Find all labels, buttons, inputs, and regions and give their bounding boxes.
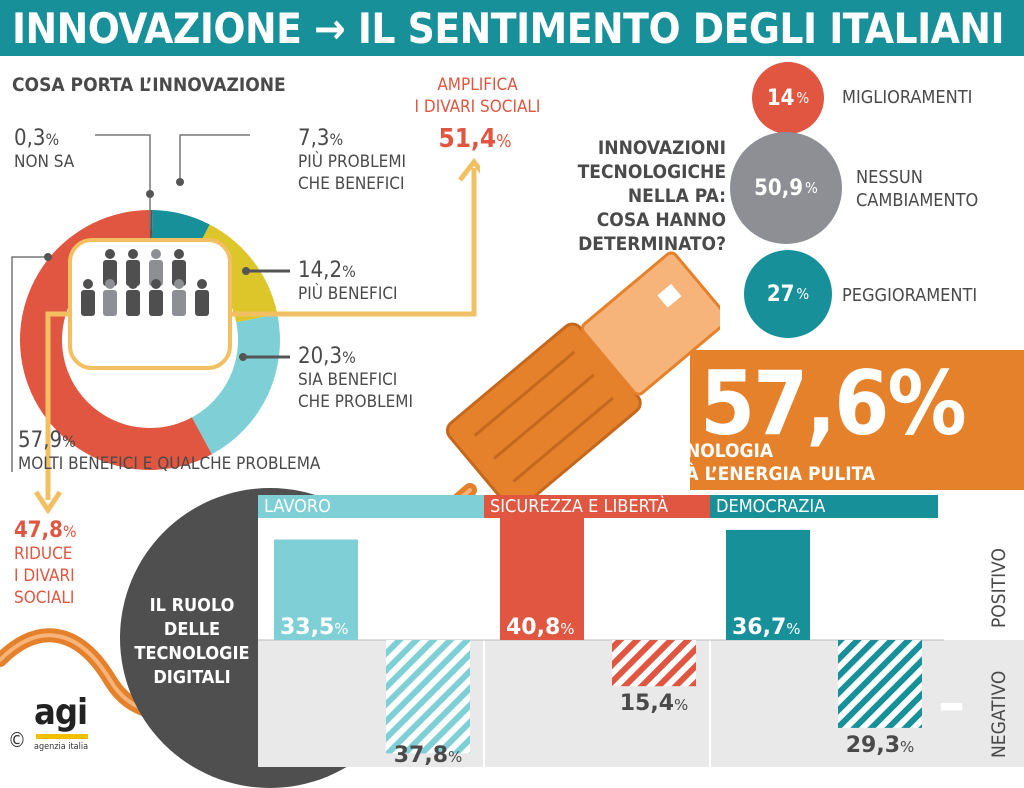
circle-nessun-cambiamento: 50,9% bbox=[730, 132, 842, 244]
agi-logo-sub: agenzia italia bbox=[34, 742, 89, 752]
positive-area bbox=[944, 518, 1024, 640]
leader-line-nonsa bbox=[95, 134, 151, 230]
person-icon bbox=[126, 249, 140, 286]
energy-label: LA TECNOLOGIA CI DARÀ L’ENERGIA PULITA bbox=[620, 440, 876, 485]
bar-negative-value-1: 15,4% bbox=[620, 691, 689, 716]
label-miglioramenti: MIGLIORAMENTI bbox=[842, 87, 973, 108]
person-icon bbox=[103, 249, 117, 286]
person-icon bbox=[103, 279, 117, 316]
bar-positive-1 bbox=[500, 517, 584, 640]
title-bar bbox=[0, 0, 1024, 56]
circle-peggioramenti: 27% bbox=[744, 250, 832, 338]
circle-miglioramenti: 14% bbox=[752, 62, 824, 134]
donut-slice-20 bbox=[191, 314, 280, 455]
label-peggioramenti: PEGGIORAMENTI bbox=[842, 285, 978, 306]
bar-negative-value-2: 29,3% bbox=[846, 733, 915, 758]
person-icon bbox=[126, 279, 140, 316]
copyright-icon: © bbox=[8, 728, 26, 752]
person-icon bbox=[81, 279, 95, 316]
person-icon bbox=[172, 249, 186, 286]
bar-positive-value-2: 36,7% bbox=[732, 615, 801, 640]
label-negativo: NEGATIVO bbox=[988, 670, 1010, 758]
label-57: 57,9% MOLTI BENEFICI E QUALCHE PROBLEMA bbox=[18, 428, 321, 474]
amplifica-value: 51,4% bbox=[438, 124, 512, 154]
people-icons bbox=[81, 249, 209, 316]
bar-negative-0 bbox=[386, 640, 470, 754]
section-heading-innovazione: COSA PORTA L’INNOVAZIONE bbox=[12, 74, 286, 96]
col-head-lavoro: LAVORO bbox=[258, 495, 484, 518]
arrow-amplifica bbox=[230, 168, 477, 317]
person-icon bbox=[195, 279, 209, 316]
digital-title: IL RUOLO DELLE TECNOLOGIE DIGITALI bbox=[134, 595, 250, 688]
bar-negative-1 bbox=[612, 640, 696, 687]
bar-positive-0 bbox=[274, 539, 358, 640]
person-icon bbox=[149, 279, 163, 316]
col-head-democrazia: DEMOCRAZIA bbox=[710, 495, 938, 518]
plus-sign: + bbox=[932, 545, 978, 615]
label-nessun-cambiamento: NESSUN CAMBIAMENTO bbox=[856, 167, 979, 211]
label-nonsa: 0,3% NON SA bbox=[14, 126, 75, 172]
pa-question: INNOVAZIONI TECNOLOGICHE NELLA PA: COSA … bbox=[577, 137, 726, 255]
label-20: 20,3% SIA BENEFICI CHE PROBLEMI bbox=[298, 344, 413, 412]
person-icon bbox=[172, 279, 186, 316]
minus-sign: – bbox=[938, 668, 965, 738]
agi-logo: agi bbox=[34, 692, 88, 733]
donut-slice-57 bbox=[19, 210, 212, 471]
agi-logo-underline bbox=[36, 734, 88, 739]
label-14: 14,2% PIÙ BENEFICI bbox=[298, 258, 398, 304]
col-head-sicurezza: SICUREZZA E LIBERTÀ bbox=[484, 495, 710, 518]
bar-positive-value-1: 40,8% bbox=[506, 615, 575, 640]
donut-chart bbox=[11, 134, 480, 515]
person-icon bbox=[149, 249, 163, 286]
leader-line-7 bbox=[179, 134, 250, 182]
bar-positive-value-0: 33,5% bbox=[280, 615, 349, 640]
page-title: INNOVAZIONE → IL SENTIMENTO DEGLI ITALIA… bbox=[12, 4, 1005, 53]
riduce-label: 47,8% RIDUCE I DIVARI SOCIALI bbox=[14, 518, 77, 608]
label-positivo: POSITIVO bbox=[988, 548, 1010, 628]
bar-chart: 33,5%37,8%40,8%15,4%36,7%29,3% bbox=[258, 517, 944, 767]
bar-negative-2 bbox=[838, 640, 922, 728]
bar-positive-2 bbox=[726, 529, 810, 640]
leader-line-57 bbox=[11, 256, 48, 472]
energy-value: 57,6% bbox=[700, 352, 967, 455]
label-7: 7,3% PIÙ PROBLEMI CHE BENEFICI bbox=[298, 126, 407, 194]
amplifica-label: AMPLIFICA I DIVARI SOCIALI bbox=[414, 75, 541, 117]
energy-band bbox=[690, 350, 1024, 490]
arrow-riduce bbox=[45, 311, 70, 500]
